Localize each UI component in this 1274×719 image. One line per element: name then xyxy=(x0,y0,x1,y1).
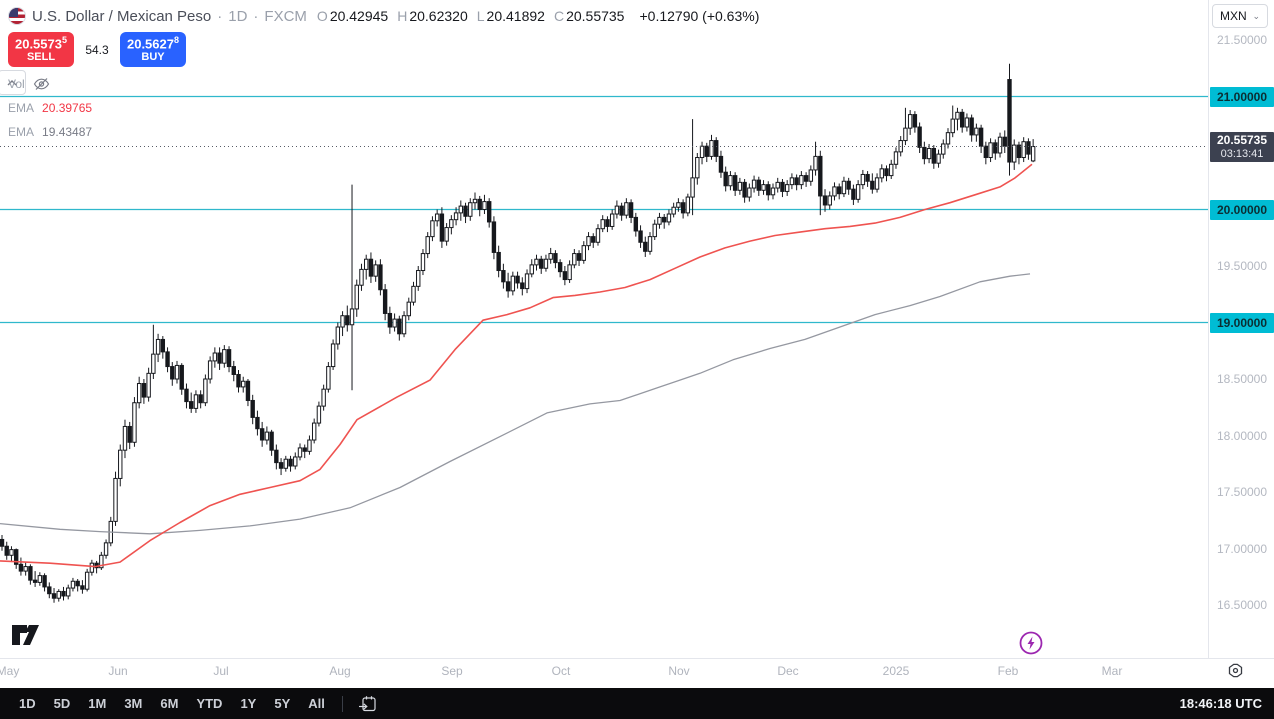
high-value: 20.62320 xyxy=(409,8,468,24)
ema-fast-label: EMA xyxy=(8,101,35,115)
flash-events-icon[interactable] xyxy=(1018,630,1044,656)
sell-price: 20.5573 xyxy=(14,35,62,51)
candlestick-chart[interactable] xyxy=(0,0,1208,688)
ohlc-readout: O 20.42945 H 20.62320 L 20.41892 C 20.55… xyxy=(317,8,632,24)
volume-legend-row: Vol xyxy=(8,72,92,96)
buy-button[interactable]: 20.56278 BUY xyxy=(120,32,186,67)
volume-label: Vol xyxy=(8,77,25,91)
range-button-1d[interactable]: 1D xyxy=(19,696,36,711)
sell-label: SELL xyxy=(26,51,56,64)
range-button-6m[interactable]: 6M xyxy=(160,696,179,711)
axis-settings-icon[interactable] xyxy=(1227,662,1244,679)
range-button-1y[interactable]: 1Y xyxy=(240,696,257,711)
open-value: 20.42945 xyxy=(329,8,389,24)
price-scale-label: 18.00000 xyxy=(1216,429,1268,443)
date-range-switcher: 1D 5D 1M 3M 6M YTD 1Y 5Y All xyxy=(0,694,334,713)
range-button-5d[interactable]: 5D xyxy=(53,696,71,711)
ema-slow-legend-row[interactable]: EMA 19.43487 xyxy=(8,120,92,144)
eye-off-icon xyxy=(33,78,49,90)
tradingview-logo-icon xyxy=(12,625,39,645)
ema-fast-legend-row[interactable]: EMA 20.39765 xyxy=(8,96,92,120)
ema-slow-line[interactable] xyxy=(0,273,1031,535)
range-button-5y[interactable]: 5Y xyxy=(274,696,291,711)
price-level-badge[interactable]: 19.00000 xyxy=(1210,313,1274,333)
chevron-down-icon: ⌄ xyxy=(1252,10,1260,21)
ema-fast-value: 20.39765 xyxy=(42,101,93,115)
toolbar-divider xyxy=(341,695,343,712)
range-button-1m[interactable]: 1M xyxy=(88,696,107,711)
ema-fast-line[interactable] xyxy=(0,163,1033,568)
range-button-3m[interactable]: 3M xyxy=(124,696,143,711)
high-label: H xyxy=(397,8,408,24)
price-scale-label: 16.50000 xyxy=(1216,598,1268,612)
close-value: 20.55735 xyxy=(566,8,625,24)
time-axis-label: Feb xyxy=(997,664,1019,678)
spread-value: 54.3 xyxy=(85,42,109,57)
price-level-badge[interactable]: 20.00000 xyxy=(1210,200,1274,220)
close-label: C xyxy=(553,8,565,24)
time-axis-label: Nov xyxy=(668,664,690,678)
current-price-value: 20.55735 xyxy=(1216,132,1268,147)
symbol-flag-icon xyxy=(8,7,26,25)
exchange-label: FXCM xyxy=(264,7,307,25)
time-axis-label: Aug xyxy=(329,664,351,678)
buy-label: BUY xyxy=(141,51,165,64)
range-button-ytd[interactable]: YTD xyxy=(196,696,223,711)
time-axis-label: Jun xyxy=(108,664,128,678)
currency-value: MXN xyxy=(1220,9,1247,23)
currency-dropdown[interactable]: MXN ⌄ xyxy=(1212,4,1268,28)
sell-button[interactable]: 20.55735 SELL xyxy=(8,32,74,67)
chevron-up-icon xyxy=(7,79,17,85)
change-value: +0.12790 (+0.63%) xyxy=(639,8,760,24)
separator-dot: · xyxy=(253,7,259,25)
buy-price: 20.5627 xyxy=(126,35,174,51)
sell-price-sup: 5 xyxy=(61,34,67,45)
legend-collapse-button[interactable] xyxy=(0,70,26,95)
time-axis[interactable]: May Jun Jul Aug Sep Oct Nov Dec 2025 Feb Mar xyxy=(0,658,1274,688)
price-scale[interactable]: 21.50000 19.50000 18.50000 18.00000 17.50000… xyxy=(1208,0,1274,688)
open-label: O xyxy=(316,8,328,24)
low-label: L xyxy=(476,8,485,24)
time-axis-label: 2025 xyxy=(882,664,910,678)
price-scale-label: 17.50000 xyxy=(1216,485,1268,499)
indicator-legend: Vol EMA 20.39765 EMA 19.43487 xyxy=(8,72,92,144)
price-level-badge[interactable]: 21.00000 xyxy=(1210,87,1274,107)
ema-slow-label: EMA xyxy=(8,125,35,139)
price-scale-label: 19.50000 xyxy=(1216,259,1268,273)
buy-price-sup: 8 xyxy=(173,34,179,45)
order-panel: 20.55735 SELL 54.3 20.56278 BUY xyxy=(8,32,186,67)
go-to-date-button[interactable] xyxy=(351,694,384,714)
utc-clock[interactable]: 18:46:18 UTC xyxy=(1179,696,1262,711)
time-axis-label: Sep xyxy=(441,664,463,678)
low-value: 20.41892 xyxy=(486,8,545,24)
volume-visibility-toggle[interactable] xyxy=(33,77,50,91)
price-scale-label: 17.00000 xyxy=(1216,542,1268,556)
symbol-title[interactable]: U.S. Dollar / Mexican Peso xyxy=(32,7,212,25)
bar-countdown: 03:13:41 xyxy=(1220,147,1264,160)
current-price-badge: 20.55735 03:13:41 xyxy=(1210,132,1274,162)
bottom-toolbar: 1D 5D 1M 3M 6M YTD 1Y 5Y All 18:46:18 UTC xyxy=(0,688,1274,719)
time-axis-label: Mar xyxy=(1101,664,1123,678)
time-axis-label: May xyxy=(0,664,20,678)
time-axis-label: Jul xyxy=(213,664,229,678)
timeframe-label[interactable]: 1D xyxy=(228,7,248,25)
separator-dot: · xyxy=(217,7,223,25)
price-scale-label: 18.50000 xyxy=(1216,372,1268,386)
ema-slow-value: 19.43487 xyxy=(42,125,93,139)
range-button-all[interactable]: All xyxy=(308,696,325,711)
time-axis-label: Dec xyxy=(777,664,799,678)
chart-header: U.S. Dollar / Mexican Peso · 1D · FXCM O… xyxy=(8,6,759,26)
time-axis-label: Oct xyxy=(551,664,571,678)
price-scale-label: 21.50000 xyxy=(1216,33,1268,47)
calendar-goto-icon xyxy=(358,695,376,711)
